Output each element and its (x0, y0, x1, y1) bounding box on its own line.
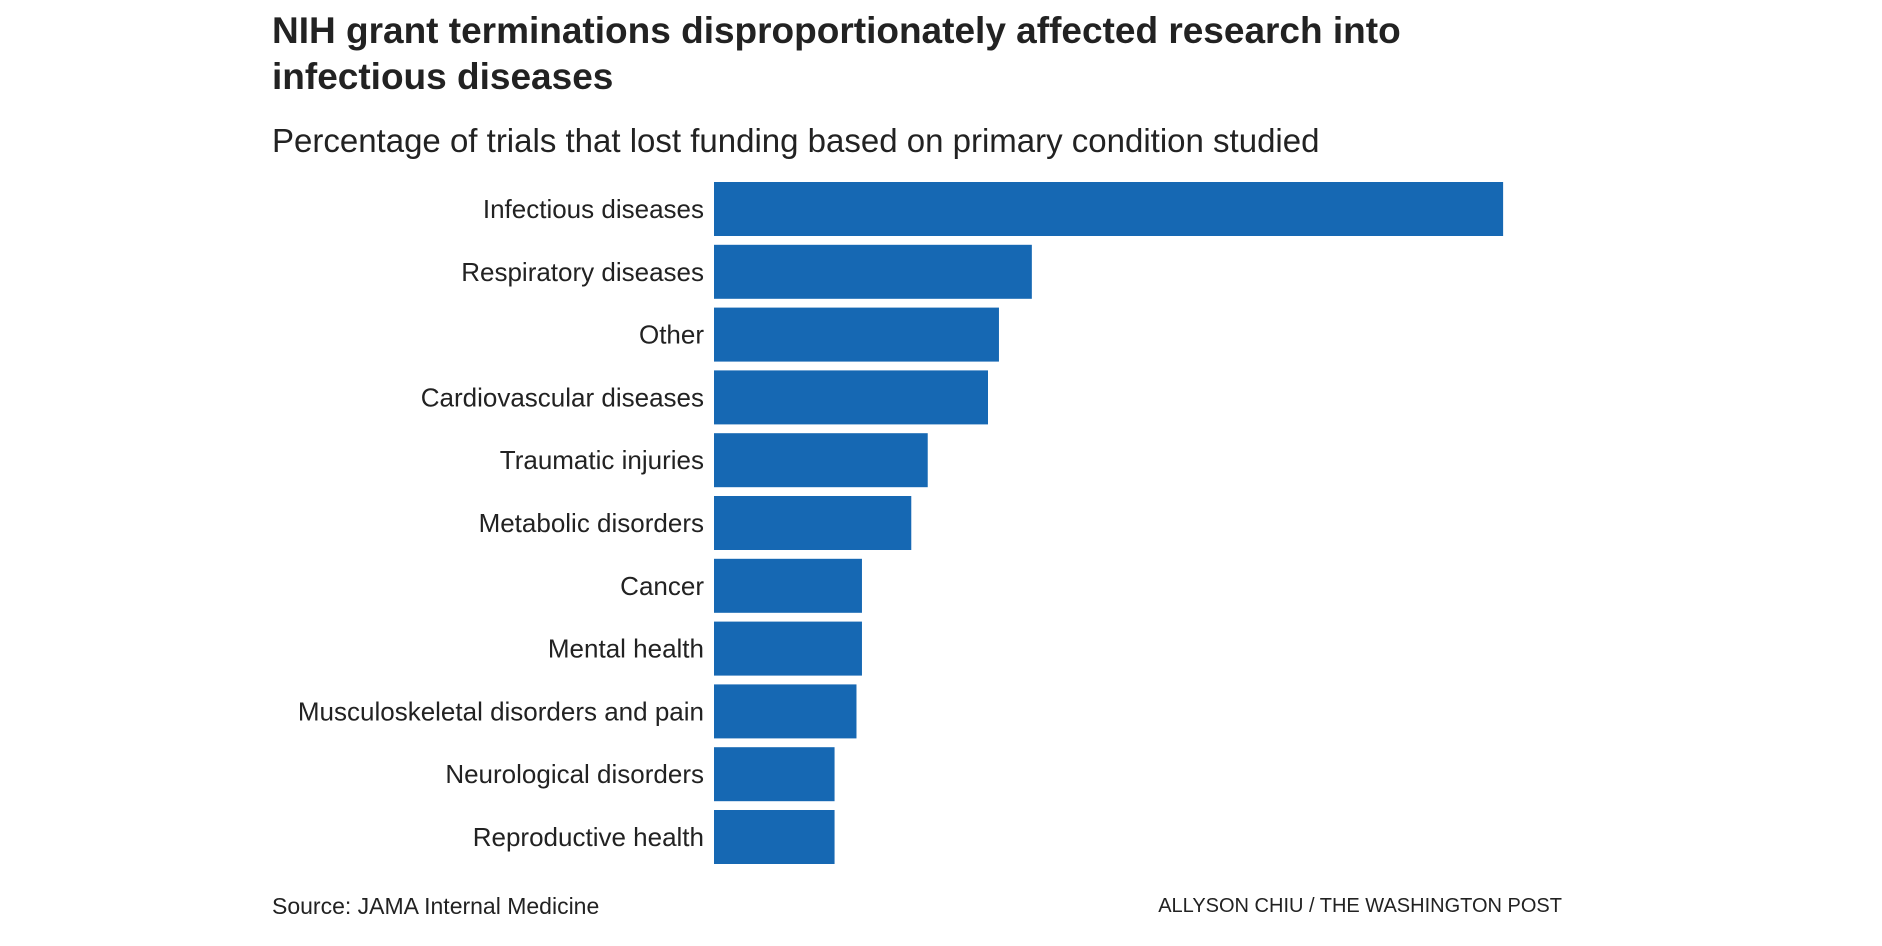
category-label: Traumatic injuries (500, 445, 704, 475)
bar-infectious-diseases (714, 182, 1504, 236)
credit-line: ALLYSON CHIU / THE WASHINGTON POST (1158, 895, 1562, 917)
category-label: Musculoskeletal disorders and pain (298, 696, 704, 726)
category-label: Neurological disorders (445, 759, 704, 789)
bar-cancer (714, 558, 862, 613)
category-label: Cancer (620, 571, 704, 601)
bar-metabolic-disorders (714, 496, 912, 550)
bar-traumatic-injuries (714, 433, 928, 488)
bar-mental-health (714, 621, 862, 676)
category-label: Other (639, 320, 704, 350)
category-label: Reproductive health (473, 822, 704, 852)
bar-cardiovascular-diseases (714, 370, 988, 425)
category-label: Respiratory diseases (461, 257, 704, 287)
chart-subtitle: Percentage of trials that lost funding b… (272, 122, 1320, 159)
category-label: Mental health (548, 634, 704, 664)
category-label: Infectious diseases (483, 194, 704, 224)
bar-respiratory-diseases (714, 244, 1032, 299)
bar-musculoskeletal-disorders-and-pain (714, 684, 857, 739)
category-label: Cardiovascular diseases (421, 382, 704, 412)
source-note: Source: JAMA Internal Medicine (272, 893, 600, 919)
bar-reproductive-health (714, 810, 835, 864)
bar-neurological-disorders (714, 747, 835, 802)
bar-chart: Infectious diseases Respiratory diseases O… (298, 182, 1504, 864)
category-label: Metabolic disorders (479, 508, 704, 538)
bar-other (714, 307, 999, 362)
chart-title: NIH grant terminations disproportionatel… (272, 10, 1401, 97)
